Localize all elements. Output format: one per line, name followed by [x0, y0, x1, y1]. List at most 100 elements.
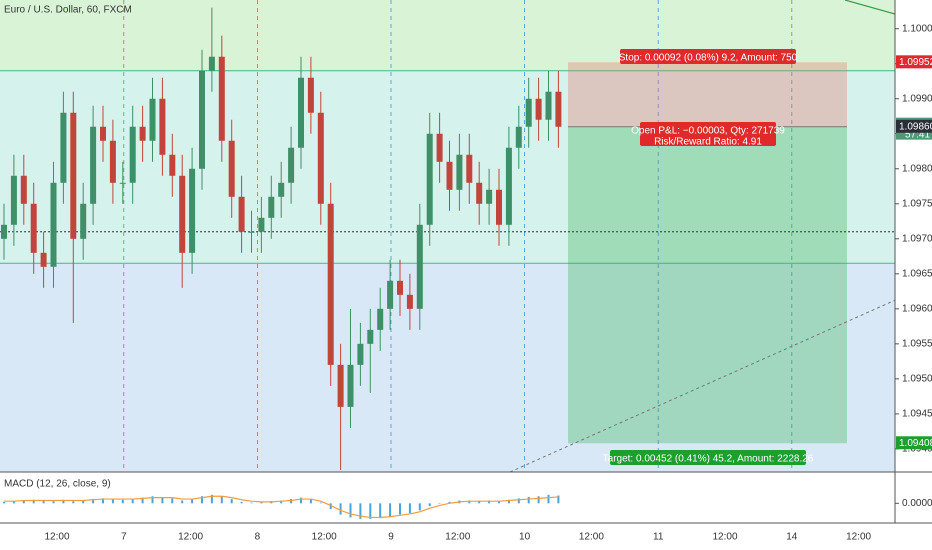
y-tick-label: 1.10000	[902, 23, 932, 34]
candle-body	[327, 203, 334, 365]
macd-bar	[290, 499, 293, 504]
candle-body	[80, 203, 87, 239]
x-tick-label: 12:00	[178, 532, 203, 543]
macd-bar	[547, 494, 550, 504]
candle-body	[416, 224, 423, 309]
price-badge	[896, 55, 932, 69]
macd-bar	[349, 503, 352, 518]
macd-bar	[220, 496, 223, 504]
macd-bar	[280, 500, 283, 504]
candle-body	[139, 126, 146, 141]
macd-bar	[537, 496, 540, 504]
macd-bar	[72, 501, 75, 504]
candle-body	[228, 140, 235, 197]
label-box	[620, 49, 796, 64]
macd-bar	[210, 494, 213, 504]
macd-bar	[408, 503, 411, 514]
position-label: Open P&L: −0.00003, Qty: 271739	[631, 126, 785, 137]
macd-bar	[498, 501, 500, 504]
candle-body	[268, 196, 275, 218]
candle-body	[397, 280, 403, 295]
candle-body	[436, 133, 443, 162]
x-tick-label: 10	[519, 532, 531, 543]
macd-label: MACD (12, 26, close, 9)	[4, 479, 111, 490]
y-tick-label: 1.09800	[902, 163, 932, 174]
macd-bar	[102, 498, 104, 504]
x-tick-label: 11	[653, 532, 664, 543]
candle-body	[357, 343, 364, 365]
macd-bar	[12, 501, 15, 504]
x-tick-label: 7	[121, 532, 127, 543]
macd-bar	[379, 503, 382, 519]
macd-bar	[448, 501, 451, 504]
macd-bar	[557, 495, 560, 504]
candle-body	[555, 91, 562, 127]
macd-bar	[428, 503, 431, 507]
macd-bar	[42, 500, 45, 504]
y-tick-label: 1.09650	[902, 268, 932, 279]
candle-body	[377, 308, 384, 330]
y-tick-label: 1.09600	[902, 303, 932, 314]
macd-bar	[300, 497, 302, 504]
price-axis	[895, 0, 932, 523]
candle-body	[258, 217, 265, 232]
macd-bar	[369, 503, 372, 519]
y-tick-label: 0.00000	[902, 498, 932, 509]
macd-bar	[319, 502, 322, 504]
candle-body	[515, 126, 522, 148]
macd-bar	[191, 499, 194, 504]
macd-bar	[131, 499, 134, 504]
macd-bar	[22, 500, 25, 504]
candle-body	[406, 294, 413, 309]
macd-bar	[52, 501, 55, 504]
x-tick-label: 12:00	[579, 532, 604, 543]
x-tick-label: 12:00	[846, 532, 871, 543]
candle-body	[100, 126, 106, 141]
candle-body	[169, 154, 176, 176]
candle-body	[1, 224, 7, 239]
candle-body	[30, 203, 37, 253]
macd-bar	[438, 503, 441, 504]
macd-bar	[201, 496, 203, 504]
candle-body	[486, 189, 493, 204]
candle-body	[446, 161, 453, 190]
price-badge-label: 1.09408	[899, 438, 932, 449]
macd-bar	[151, 496, 154, 504]
macd-bar	[250, 502, 253, 504]
candle-body	[159, 98, 166, 155]
macd-bar	[359, 503, 362, 519]
label-box	[640, 122, 776, 146]
macd-bar	[527, 496, 530, 504]
macd-signal	[4, 495, 559, 519]
macd-bar	[309, 499, 312, 504]
macd-bar	[92, 499, 95, 504]
price-badge-label: 1.09952	[899, 57, 932, 68]
candle-body	[505, 147, 512, 225]
candle-body	[90, 126, 97, 204]
candle-body	[119, 182, 126, 184]
macd-bar	[418, 503, 421, 511]
candle-body	[347, 364, 354, 407]
candle-body	[248, 231, 255, 233]
candle-body	[535, 98, 542, 120]
macd-bar	[171, 498, 174, 504]
candle-body	[20, 175, 27, 204]
candle-body	[466, 154, 473, 183]
price-badge	[896, 436, 932, 450]
candle-body	[199, 70, 205, 169]
macd-bar	[468, 500, 471, 504]
macd-bar	[507, 499, 510, 504]
candle-body	[496, 189, 502, 225]
candle-body	[40, 252, 47, 267]
macd-bar	[339, 503, 342, 515]
macd-bar	[141, 497, 144, 504]
y-tick-label: 1.09750	[902, 198, 932, 209]
macd-bar	[517, 498, 520, 504]
x-tick-label: 12:00	[44, 532, 69, 543]
stop-zone	[568, 62, 847, 127]
price-badge	[896, 119, 932, 133]
countdown: 57:41	[905, 129, 930, 140]
candle-body	[476, 182, 483, 204]
x-tick-label: 9	[388, 532, 394, 543]
